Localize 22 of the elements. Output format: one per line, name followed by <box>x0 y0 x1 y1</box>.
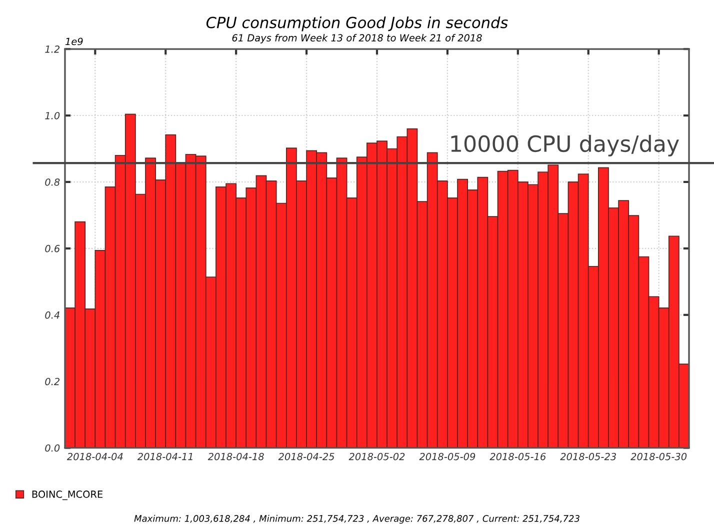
x-tick-label: 2018-05-09 <box>419 452 476 460</box>
y-tick-label: 1.0 <box>45 112 60 120</box>
x-tick-label: 2018-05-30 <box>630 452 687 460</box>
legend-label: BOINC_MCORE <box>32 490 102 500</box>
chart-subtitle: 61 Days from Week 13 of 2018 to Week 21 of 2018 <box>232 34 482 44</box>
text: 1e9 <box>65 38 83 46</box>
text: Maximum: 1,003,618,284 , Minimum: 251,754,723 , Average: 767,278,807 , Current: 251,754,723 <box>134 514 580 524</box>
x-tick-label: 2018-04-25 <box>278 452 334 460</box>
x-tick-label: 2018-04-04 <box>66 452 123 460</box>
chart-title: CPU consumption Good Jobs in seconds <box>206 16 508 32</box>
y-tick-label: 1.2 <box>45 46 60 53</box>
ref-line-label: 10000 CPU days/day <box>451 134 679 156</box>
y-tick-label: 0.2 <box>45 378 60 386</box>
y-tick-label: 0.0 <box>45 444 60 452</box>
x-tick-label: 2018-04-18 <box>208 452 264 460</box>
x-tick-label: 2018-05-16 <box>490 452 546 460</box>
y-tick-label: 0.6 <box>45 244 60 252</box>
x-tick-label: 2018-05-23 <box>560 452 616 460</box>
y-tick-label: 0.8 <box>45 178 60 186</box>
y-tick-label: 0.4 <box>45 311 60 319</box>
x-tick-label: 2018-05-02 <box>348 452 405 460</box>
x-tick-label: 2018-04-11 <box>137 452 192 460</box>
